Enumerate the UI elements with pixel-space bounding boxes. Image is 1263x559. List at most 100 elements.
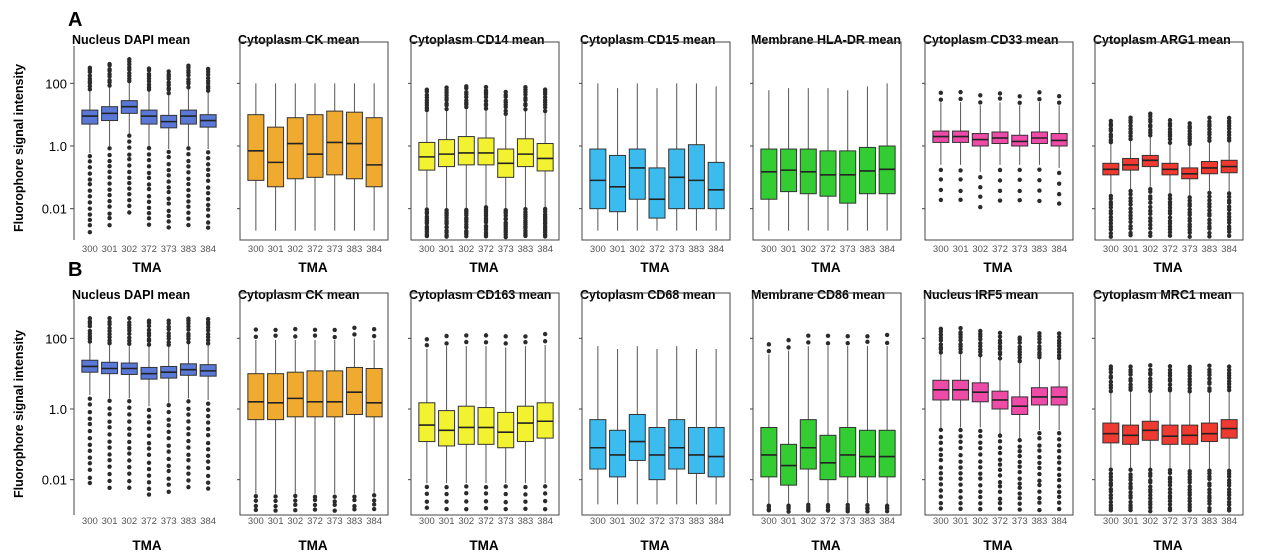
outlier-point xyxy=(107,215,112,221)
box-384 xyxy=(199,66,217,230)
outlier-point xyxy=(1167,364,1173,369)
box-iqr xyxy=(839,426,857,478)
outlier-point xyxy=(1128,219,1133,225)
outlier-point xyxy=(424,233,430,239)
outlier-point xyxy=(1017,476,1022,481)
outlier-point xyxy=(1148,496,1153,501)
outlier-point xyxy=(542,87,548,92)
outlier-point xyxy=(1128,232,1133,238)
x-tick-label: 301 xyxy=(268,244,284,255)
outlier-point xyxy=(1167,470,1173,476)
outlier-point xyxy=(1108,205,1114,210)
outlier-point xyxy=(1108,489,1114,494)
x-tick-label: 373 xyxy=(498,516,514,527)
outlier-point xyxy=(146,486,152,492)
box-300 xyxy=(81,316,99,486)
panel-b-7: Cytoplasm MRC1 mean 300 301 302 372 373 383 384… xyxy=(1092,288,1244,553)
outlier-point xyxy=(186,210,191,215)
box-383 xyxy=(179,63,197,228)
outlier-point xyxy=(107,175,112,180)
outlier-point xyxy=(1056,506,1062,512)
outlier-point xyxy=(107,457,112,463)
outlier-point xyxy=(424,92,430,98)
outlier-point xyxy=(958,471,963,476)
outlier-point xyxy=(1226,194,1232,200)
outlier-point xyxy=(1128,206,1133,211)
outlier-point xyxy=(107,398,112,403)
outlier-point xyxy=(1167,221,1173,226)
outlier-point xyxy=(523,107,528,112)
outlier-point xyxy=(205,426,211,432)
outlier-point xyxy=(978,494,983,500)
outlier-point xyxy=(938,482,944,487)
outlier-point xyxy=(997,198,1003,203)
box-384 xyxy=(878,83,896,231)
outlier-point xyxy=(186,63,191,68)
outlier-point xyxy=(958,330,963,335)
outlier-point xyxy=(1128,226,1133,231)
x-tick-label: 383 xyxy=(180,516,196,527)
outlier-point xyxy=(186,484,191,490)
outlier-point xyxy=(273,498,278,504)
outlier-point xyxy=(146,222,152,227)
box-iqr xyxy=(707,426,725,478)
box-372 xyxy=(306,83,324,231)
outlier-point xyxy=(205,185,211,190)
x-tick-label: 373 xyxy=(327,244,343,255)
outlier-point xyxy=(87,159,93,164)
outlier-point xyxy=(107,419,112,424)
outlier-point xyxy=(1207,508,1212,514)
x-tick-label: 384 xyxy=(200,516,216,527)
outlier-point xyxy=(1056,500,1062,505)
outlier-point xyxy=(107,325,112,331)
x-tick-label: 373 xyxy=(1012,244,1028,255)
outlier-point xyxy=(958,495,963,500)
outlier-point xyxy=(845,340,850,346)
outlier-point xyxy=(166,456,171,462)
outlier-point xyxy=(523,492,528,497)
outlier-point xyxy=(205,220,211,225)
outlier-point xyxy=(542,234,548,239)
box-iqr xyxy=(589,419,607,470)
outlier-point xyxy=(186,216,191,221)
outlier-point xyxy=(503,217,508,222)
x-tick-label: 301 xyxy=(1123,244,1139,255)
outlier-point xyxy=(1187,498,1192,504)
outlier-point xyxy=(166,225,171,230)
outlier-point xyxy=(253,494,259,499)
outlier-point xyxy=(1108,217,1114,223)
outlier-point xyxy=(127,458,132,463)
outlier-point xyxy=(1148,200,1153,205)
box-372 xyxy=(1161,364,1179,513)
x-axis-label: TMA xyxy=(983,538,1012,553)
outlier-point xyxy=(1167,205,1173,210)
x-tick-label: 384 xyxy=(537,244,553,255)
outlier-point xyxy=(107,67,112,72)
box-372 xyxy=(991,91,1009,203)
outlier-point xyxy=(127,432,132,437)
outlier-point xyxy=(127,335,132,340)
outlier-point xyxy=(87,428,93,434)
x-tick-label: 301 xyxy=(781,244,797,255)
outlier-point xyxy=(205,197,211,202)
x-tick-label: 300 xyxy=(419,516,435,527)
box-383 xyxy=(179,316,197,490)
outlier-point xyxy=(127,439,132,445)
panel-a-3: Cytoplasm CD14 mean 300 301 302 372 373 383 384… xyxy=(408,33,560,275)
outlier-point xyxy=(978,428,983,434)
outlier-point xyxy=(87,87,93,92)
outlier-point xyxy=(186,146,191,151)
outlier-point xyxy=(186,445,191,450)
box-iqr xyxy=(760,426,778,478)
box-iqr xyxy=(668,148,686,210)
x-tick-label: 300 xyxy=(82,516,98,527)
outlier-point xyxy=(127,180,132,186)
outlier-point xyxy=(424,505,430,510)
outlier-point xyxy=(186,181,191,187)
outlier-point xyxy=(127,485,132,490)
outlier-point xyxy=(806,508,811,513)
panel-title: Cytoplasm CD68 mean xyxy=(580,288,715,302)
outlier-point xyxy=(1056,489,1062,495)
outlier-point xyxy=(503,334,508,339)
panel-title: Cytoplasm CK mean xyxy=(238,33,360,47)
